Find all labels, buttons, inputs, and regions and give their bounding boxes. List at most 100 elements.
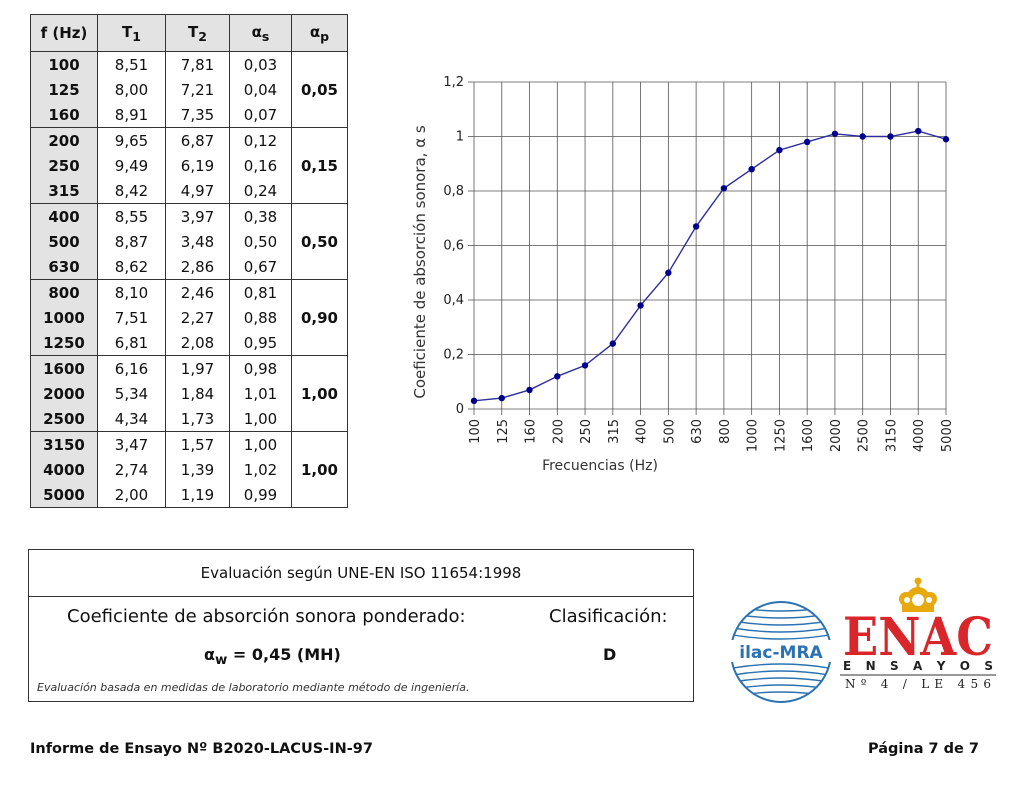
cell-t1: 9,49: [97, 153, 166, 178]
y-tick-label: 0,4: [443, 293, 464, 308]
enac-logo: ENAC E N S A Y O S Nº 4 / LE 456: [840, 577, 996, 691]
cell-alpha-s: 1,01: [229, 381, 292, 406]
x-tick-label: 160: [524, 419, 539, 444]
cell-t2: 7,81: [165, 51, 230, 77]
cell-alpha-s: 0,24: [229, 178, 292, 204]
chart-series: [470, 127, 950, 405]
table-row: 630 8,62 2,86 0,67: [30, 254, 348, 280]
cell-alpha-s: 0,04: [229, 77, 292, 102]
data-point: [748, 166, 755, 173]
enac-accreditation-number: Nº 4 / LE 456: [845, 677, 991, 691]
cell-t2: 1,73: [165, 406, 230, 432]
cell-t2: 3,48: [165, 229, 230, 254]
x-tick-label: 500: [662, 419, 677, 444]
table-row: 3150 3,47 1,57 1,00 1,00: [30, 431, 348, 508]
cell-t1: 8,51: [97, 51, 166, 77]
cell-alpha-p: 0,15: [291, 127, 348, 204]
x-tick-label: 125: [496, 419, 511, 444]
cell-frequency: 500: [30, 229, 98, 254]
x-tick-label: 5000: [940, 419, 955, 452]
ilac-wave-line: [731, 691, 831, 698]
ilac-logo-text: ilac-MRA: [739, 643, 823, 663]
cell-frequency: 4000: [30, 457, 98, 482]
table-row: 160 8,91 7,35 0,07: [30, 102, 348, 128]
table-row: 400 8,55 3,97 0,38 0,50: [30, 203, 348, 280]
cell-t1: 2,00: [97, 482, 166, 508]
ilac-wave-line: [731, 677, 831, 684]
x-tick-label: 315: [607, 419, 622, 444]
cell-alpha-s: 0,88: [229, 305, 292, 330]
cell-alpha-s: 1,00: [229, 431, 292, 457]
cell-t2: 2,46: [165, 279, 230, 305]
data-point: [720, 185, 728, 192]
cell-frequency: 2500: [30, 406, 98, 432]
alpha-symbol: α: [204, 645, 215, 664]
weighted-coefficient-value: αw = 0,45 (MH): [204, 645, 341, 668]
cell-alpha-s: 0,99: [229, 482, 292, 508]
table-row: 4000 2,74 1,39 1,02: [30, 457, 348, 482]
table-row: 200 9,65 6,87 0,12 0,15: [30, 127, 348, 204]
weighted-coefficient-label: Coeficiente de absorción sonora ponderad…: [67, 606, 466, 627]
table-row: 100 8,51 7,81 0,03 0,05: [30, 51, 348, 128]
cell-alpha-s: 0,95: [229, 330, 292, 356]
data-point: [609, 340, 617, 347]
cell-t1: 8,87: [97, 229, 166, 254]
x-tick-label: 1000: [746, 419, 761, 452]
x-tick-label: 200: [551, 419, 566, 444]
table-body: 100 8,51 7,81 0,03 0,05 125 8,00 7,21 0,04 160 8,9…: [30, 51, 348, 508]
cell-frequency: 1000: [30, 305, 98, 330]
classification-value: D: [603, 645, 617, 664]
ilac-wave-line: [731, 670, 831, 677]
cell-t1: 6,81: [97, 330, 166, 356]
ilac-mra-logo: ilac-MRA: [729, 601, 833, 703]
table-row: 1000 7,51 2,27 0,88: [30, 305, 348, 330]
cell-t2: 1,19: [165, 482, 230, 508]
cell-t1: 6,16: [97, 355, 166, 381]
data-point: [581, 362, 589, 369]
crown-icon: [899, 577, 937, 612]
data-point: [915, 127, 922, 135]
data-point: [803, 138, 811, 146]
cell-alpha-p: 1,00: [291, 355, 348, 432]
evaluation-header: Evaluación según UNE-EN ISO 11654:1998: [29, 550, 693, 597]
ilac-wave-line: [731, 612, 831, 619]
alpha-value: = 0,45 (MH): [227, 645, 341, 664]
table-row: 125 8,00 7,21 0,04: [30, 77, 348, 102]
cell-t1: 8,91: [97, 102, 166, 128]
data-point: [887, 133, 894, 140]
data-point: [776, 146, 783, 154]
y-tick-label: 1: [456, 130, 464, 145]
x-tick-label: 3150: [884, 419, 899, 452]
cell-t1: 7,51: [97, 305, 166, 330]
cell-frequency: 800: [30, 279, 98, 305]
table-header-row: f (Hz) T1 T2 αs αp: [30, 14, 348, 52]
series-line: [473, 130, 947, 402]
cell-frequency: 250: [30, 153, 98, 178]
ilac-wave-line: [731, 605, 831, 612]
x-tick-label: 630: [690, 419, 705, 444]
cell-t1: 3,47: [97, 431, 166, 457]
x-axis-label: Frecuencias (Hz): [542, 458, 658, 474]
cell-t2: 7,21: [165, 77, 230, 102]
table-row: 500 8,87 3,48 0,50: [30, 229, 348, 254]
cell-t2: 1,84: [165, 381, 230, 406]
classification-label: Clasificación:: [549, 606, 668, 627]
cell-t2: 1,57: [165, 431, 230, 457]
cell-frequency: 1250: [30, 330, 98, 356]
enac-logo-text: ENAC: [843, 607, 993, 668]
data-point: [554, 373, 561, 380]
report-number: Informe de Ensayo Nº B2020-LACUS-IN-97: [30, 741, 373, 757]
cell-t1: 4,34: [97, 406, 166, 432]
cell-alpha-s: 0,98: [229, 355, 292, 381]
x-tick-label: 800: [718, 419, 733, 444]
y-tick-label: 0,6: [443, 239, 464, 254]
cell-t2: 3,97: [165, 203, 230, 229]
cell-frequency: 5000: [30, 482, 98, 508]
cell-frequency: 3150: [30, 431, 98, 457]
x-tick-label: 100: [468, 419, 483, 444]
cell-t2: 1,39: [165, 457, 230, 482]
page-number: Página 7 de 7: [868, 741, 980, 757]
cell-t2: 1,97: [165, 355, 230, 381]
cell-alpha-s: 0,50: [229, 229, 292, 254]
data-point: [859, 133, 866, 140]
